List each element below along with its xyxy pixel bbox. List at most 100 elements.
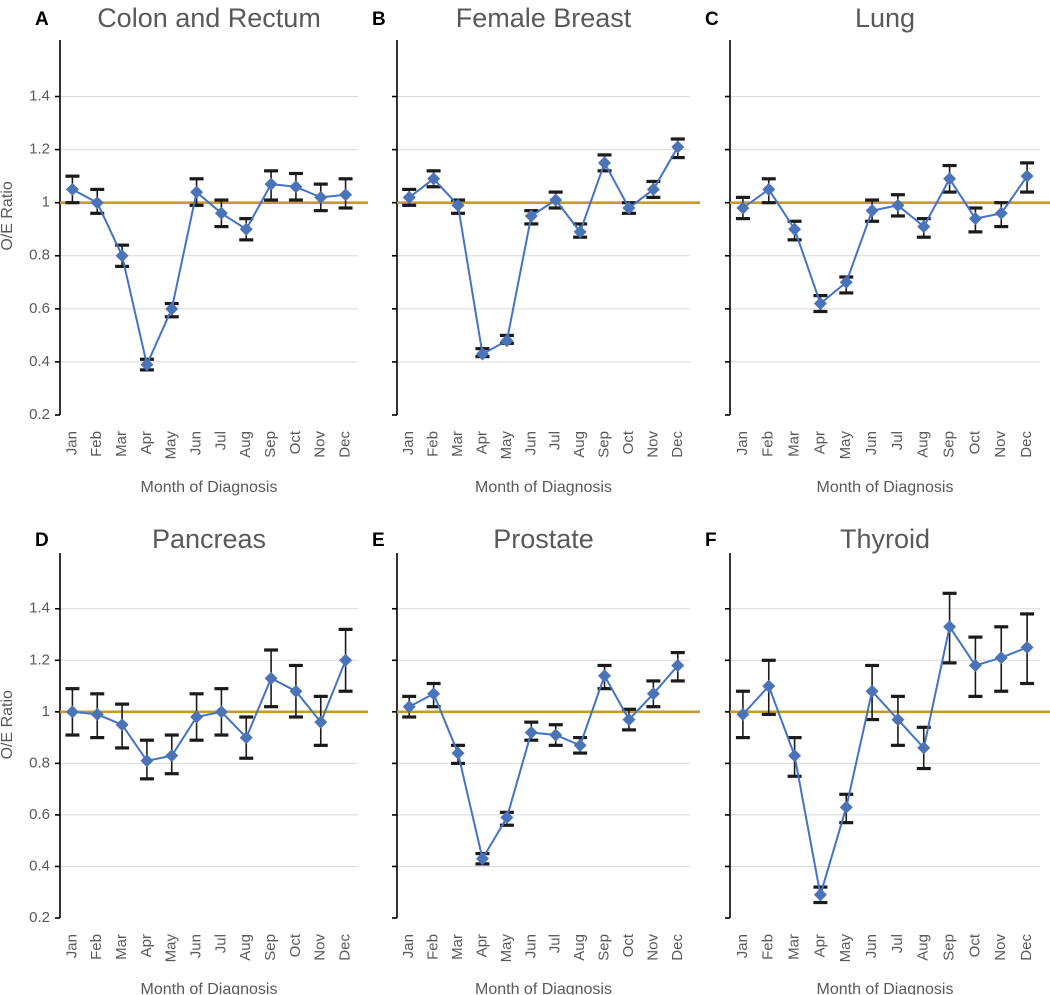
data-point-marker [500,334,514,348]
data-point-marker [762,679,776,693]
panel-letter: C [705,9,719,30]
x-tick-label: Feb [425,431,442,457]
data-point-marker [427,687,441,701]
series-line [408,664,679,862]
x-tick-label: Apr [811,431,828,454]
x-tick-label: Jun [188,934,205,958]
x-tick-label: Aug [915,934,932,961]
x-axis-title: Month of Diagnosis [475,479,612,496]
y-tick-label: 0.6 [29,806,50,823]
x-tick-label: Sep [596,934,613,961]
x-tick-label: Oct [287,430,304,454]
x-tick-label: Jun [522,934,539,958]
series-line [742,624,1028,896]
data-point-marker [736,201,750,215]
x-tick-label: May [163,431,180,460]
y-axis-title: O/E Ratio [0,181,16,250]
data-point-marker [598,669,612,683]
data-point-marker [646,687,660,701]
data-point-marker [239,222,253,236]
x-tick-label: May [498,431,515,460]
data-point-marker [671,658,685,672]
x-tick-label: Jan [734,934,751,958]
panel-colon-and-rectum: A Colon and Rectum 0.2 0.4 0.6 0.8 1 1.2 1.4 O/E … [0,3,368,496]
x-axis-title: Month of Diagnosis [141,981,278,995]
y-tick-label: 1.4 [29,88,50,105]
data-point-marker [573,738,587,752]
data-point-marker [65,705,79,719]
x-tick-label: Mar [113,431,130,457]
x-tick-label: Apr [811,934,828,957]
panel-title: Thyroid [840,524,930,554]
data-point-marker [165,749,179,763]
panel-letter: A [35,9,49,30]
data-point-marker [736,707,750,721]
x-tick-label: Jul [889,934,906,953]
y-tick-label: 0.2 [29,406,50,423]
x-tick-label: Oct [620,430,637,454]
y-axis-title: O/E Ratio [0,690,16,759]
panel-title: Lung [855,3,915,33]
y-tick-label: 0.8 [29,247,50,264]
data-point-marker [917,741,931,755]
x-tick-label: Mar [113,934,130,960]
x-tick-label: May [163,934,180,963]
x-tick-label: Aug [915,431,932,458]
data-point-marker [65,182,79,196]
panel-letter: D [35,530,49,551]
data-point-marker [475,347,489,361]
data-point-marker [788,749,802,763]
y-tick-label: 1.2 [29,141,50,158]
x-tick-label: Jan [63,431,80,455]
panel-lung: C Lung Jan Feb Mar Apr May Jun Jul Aug Sep Oct Nov De… [705,3,1050,496]
panel-letter: E [372,530,385,551]
x-tick-label: Nov [644,934,661,961]
x-tick-label: Aug [237,934,254,961]
data-point-marker [549,728,563,742]
panel-pancreas: D Pancreas 0.2 0.4 0.6 0.8 1 1.2 1.4 O/E Ratio Jan… [0,524,368,995]
x-tick-label: May [837,934,854,963]
x-tick-label: Dec [337,934,354,961]
data-point-marker [451,198,465,212]
data-point-marker [214,206,228,220]
x-tick-label: Aug [571,934,588,961]
x-tick-label: Apr [473,934,490,957]
data-point-marker [475,852,489,866]
x-tick-label: Nov [312,934,329,961]
panel-title: Colon and Rectum [97,3,321,33]
data-point-marker [451,746,465,760]
data-point-marker [917,220,931,234]
data-point-marker [646,182,660,196]
x-tick-label: Oct [620,933,637,957]
panel-thyroid: F Thyroid Jan Feb Mar Apr May Jun Jul Aug Sep Oct No… [705,524,1050,995]
x-tick-label: Mar [786,431,803,457]
data-point-marker [839,800,853,814]
data-point-marker [524,725,538,739]
data-point-marker [165,302,179,316]
x-axis-title: Month of Diagnosis [141,479,278,496]
data-point-marker [943,620,957,634]
x-tick-label: Jan [400,431,417,455]
x-tick-label: Feb [425,934,442,960]
data-point-marker [239,731,253,745]
data-point-marker [573,225,587,239]
x-tick-label: Jan [734,431,751,455]
data-point-marker [1020,640,1034,654]
x-tick-label: Mar [786,934,803,960]
x-tick-label: May [837,431,854,460]
x-tick-label: Dec [669,934,686,961]
x-tick-label: Jul [889,431,906,450]
data-point-marker [289,180,303,194]
data-point-marker [90,707,104,721]
x-tick-label: Nov [992,934,1009,961]
data-point-marker [788,222,802,236]
data-point-marker [115,718,129,732]
data-point-marker [264,177,278,191]
x-tick-label: Feb [760,431,777,457]
data-point-marker [524,209,538,223]
data-point-marker [994,206,1008,220]
series-line [71,183,346,368]
data-point-marker [598,156,612,170]
x-tick-label: Oct [966,933,983,957]
data-point-marker [500,811,514,824]
